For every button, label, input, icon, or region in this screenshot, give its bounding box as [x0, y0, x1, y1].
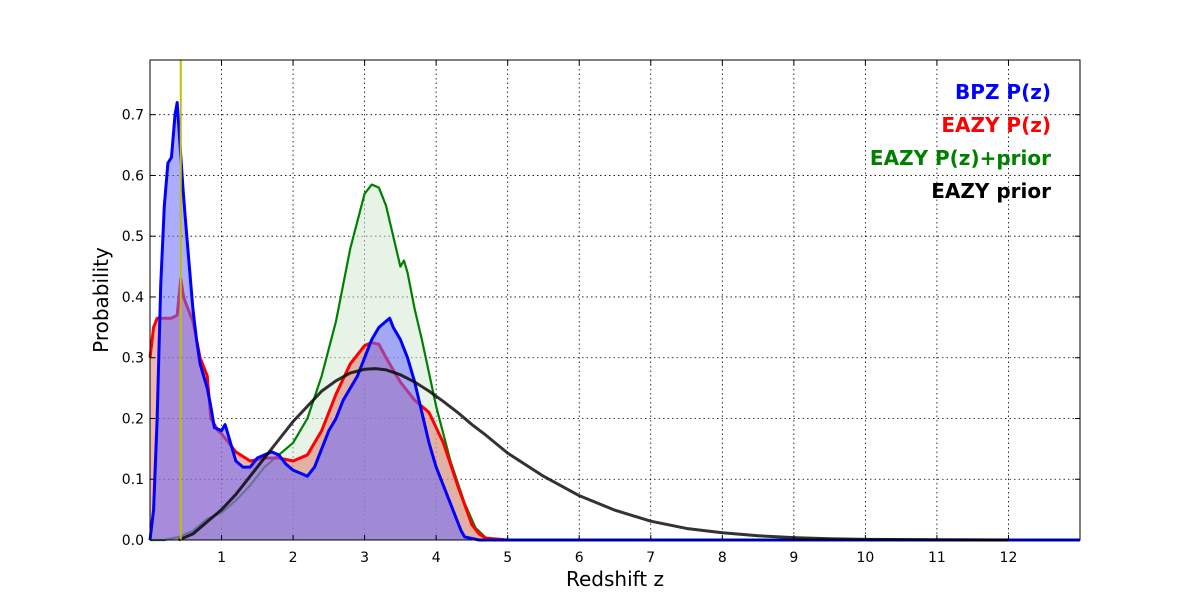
bpz-p-z-line — [148, 101, 1080, 542]
legend-entry-eazy-prior: EAZY prior — [931, 179, 1051, 203]
y-tick-label: 0.0 — [122, 533, 144, 549]
x-tick-label: 9 — [789, 550, 798, 566]
y-tick-label: 0.6 — [122, 168, 144, 184]
y-tick-label: 0.1 — [122, 472, 144, 488]
plot-frame — [149, 59, 1081, 541]
legend-entry-eazy-p-z: EAZY P(z) — [941, 113, 1051, 137]
x-tick-label: 8 — [718, 550, 727, 566]
y-tick-label: 0.3 — [122, 351, 144, 367]
x-tick-label: 12 — [1000, 550, 1018, 566]
x-tick-label: 2 — [289, 550, 298, 566]
legend: BPZ P(z) EAZY P(z) EAZY P(z)+prior EAZY pri… — [870, 80, 1051, 203]
bpz-p-z-area — [150, 102, 1080, 540]
series-layer — [148, 101, 1080, 542]
x-tick-label: 3 — [360, 550, 369, 566]
legend-entry-eazy-p-z-prior: EAZY P(z)+prior — [870, 146, 1051, 170]
y-axis-label: Probability — [89, 247, 113, 353]
x-tick-label: 4 — [432, 550, 441, 566]
x-tick-label: 10 — [856, 550, 874, 566]
axis-ticks: 1 2 3 4 5 6 7 8 9 10 11 120.00.10.20.30.40.50.60.7 — [122, 60, 1080, 566]
y-tick-label: 0.5 — [122, 229, 144, 245]
y-tick-label: 0.2 — [122, 411, 144, 427]
y-tick-label: 0.4 — [122, 290, 144, 306]
x-tick-label: 6 — [575, 550, 584, 566]
x-tick-label: 11 — [928, 550, 946, 566]
x-axis-label: Redshift z — [566, 567, 664, 591]
x-tick-label: 7 — [646, 550, 655, 566]
y-tick-label: 0.7 — [122, 108, 144, 124]
grid — [150, 60, 1080, 540]
legend-entry-bpz-p-z: BPZ P(z) — [955, 80, 1051, 104]
x-tick-label: 1 — [217, 550, 226, 566]
eazy-prior-line — [178, 367, 1009, 542]
x-tick-label: 5 — [503, 550, 512, 566]
